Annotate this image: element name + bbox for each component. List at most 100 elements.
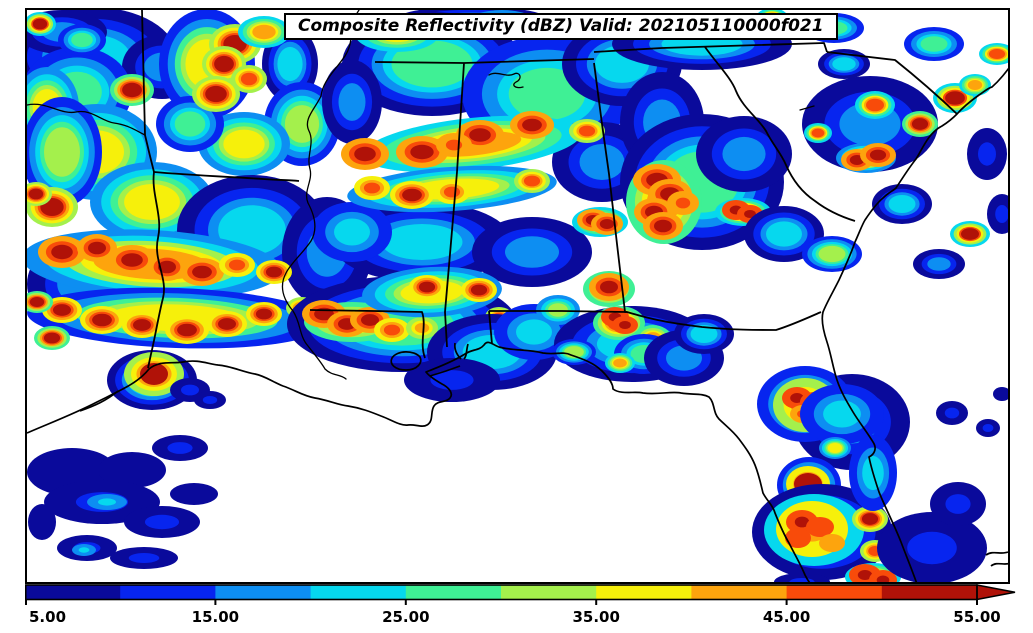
radar-echo [744,210,756,218]
radar-echo [71,32,93,48]
state-border-line [141,10,155,173]
radar-echo [51,244,73,260]
radar-echo [181,384,199,396]
river-line [488,72,524,89]
radar-echo [774,573,830,582]
radar-echo [32,18,48,30]
radar-echo [508,67,586,121]
radar-echo [383,324,401,336]
radar-echo [927,257,951,271]
radar-echo [98,498,116,506]
radar-echo [391,40,473,88]
radar-echo [133,319,151,331]
radar-echo [29,297,45,307]
radar-echo [654,219,672,233]
radar-echo [334,218,370,246]
radar-echo [414,323,430,333]
colorbar-segment [786,585,883,600]
radar-echo [402,188,422,202]
state-border-line [147,171,165,369]
colorbar-segment [596,585,692,600]
river-line [27,103,146,136]
radar-echo [522,118,542,132]
colorbar-tick-label: 35.00 [572,608,619,626]
radar-echo [170,483,218,505]
radar-echo [28,504,56,540]
radar-echo [827,443,843,453]
colorbar-segment [310,585,407,600]
radar-echo [861,513,879,525]
radar-echo [98,452,166,488]
radar-echo [818,245,846,263]
radar-echo [988,49,1006,59]
map-title: Composite Reflectivity (dBZ) Valid: 2021… [298,16,824,36]
radar-echo [766,221,802,247]
radar-echo [967,80,983,90]
radar-echo [284,105,320,143]
coastline [390,351,422,371]
radar-echo [43,332,61,344]
radar-echo [122,82,142,98]
radar-echo [857,570,873,580]
radar-echo [523,175,541,187]
radar-echo [675,197,691,209]
radar-echo [619,321,631,329]
state-borders-layer [141,10,958,369]
radar-echo [124,184,180,220]
colorbar-tick-label: 5.00 [29,608,66,626]
radar-echo [866,98,884,112]
radar-echo [819,534,845,552]
coastline [429,365,461,377]
coastline [985,551,1008,567]
radar-echo [869,149,887,161]
radar-echo [785,528,811,548]
coastline [27,341,811,582]
radar-echo [945,91,965,105]
state-border-line [153,171,300,182]
colorbar-segment [405,585,502,600]
colorbar-segment [120,585,216,600]
colorbar-extend-arrow [976,584,1016,601]
colorbar-tick-label: 45.00 [763,608,810,626]
radar-echo [995,205,1008,223]
colorbar: 5.00 15.00 25.00 35.00 45.00 55.00 [25,584,1016,626]
radar-echo [961,228,979,240]
radar-echo [722,136,766,172]
state-border-line [489,310,822,331]
radar-echo [78,547,90,553]
radar-echo [363,182,381,194]
radar-echo [578,125,596,137]
colorbar-segment [25,585,121,600]
radar-echo [44,127,80,177]
map-frame [25,8,1010,584]
colorbar-segment [691,585,788,600]
radar-echo [167,442,193,454]
colorbar-frame [25,584,978,601]
radar-echo [911,118,929,130]
radar-echo [240,72,258,86]
radar-echo [505,236,559,268]
radar-echo [338,83,366,121]
radar-echo [548,303,568,317]
radar-echo [223,129,265,159]
radar-echo [121,253,143,267]
radar-echo [144,514,180,530]
radar-echo [174,111,206,137]
coastline [821,67,1008,582]
radar-echo [811,128,825,138]
radar-echo [140,363,168,385]
radar-echo [88,241,106,255]
radar-echo [361,314,379,326]
state-border-line [488,310,493,345]
coastline [79,390,119,412]
coastline-layer [27,67,1008,582]
radar-echo [202,396,218,404]
radar-echo [28,188,44,200]
radar-echo [177,323,197,337]
colorbar-segment [215,585,312,600]
radar-echo [252,24,276,40]
radar-echo [443,186,461,198]
state-border-line [374,58,595,64]
radar-echo [823,400,861,428]
state-border-line [309,309,426,359]
